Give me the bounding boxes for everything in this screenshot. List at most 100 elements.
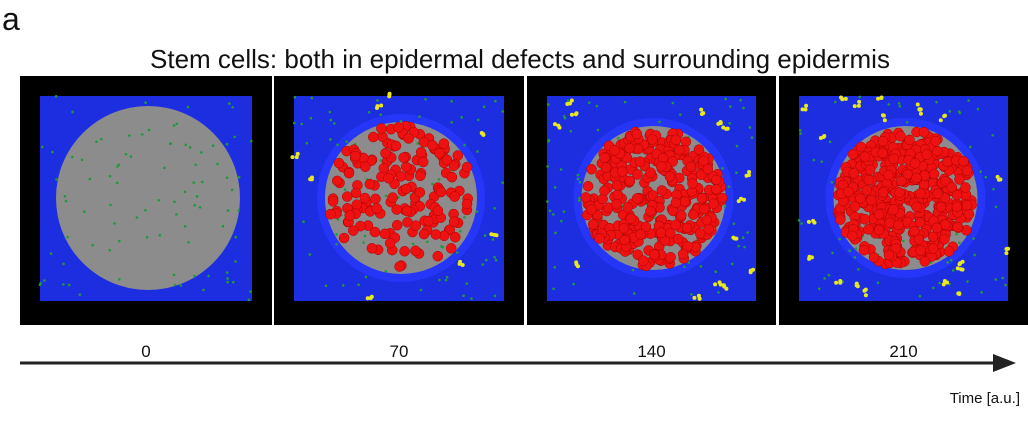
stem-cell xyxy=(647,134,658,145)
green-cell xyxy=(812,158,816,162)
stem-cell xyxy=(664,171,676,182)
stem-cell xyxy=(711,184,722,195)
stem-cell xyxy=(611,198,622,210)
stem-cell xyxy=(449,191,460,202)
green-cell xyxy=(71,110,74,114)
green-cell xyxy=(973,253,976,257)
stem-cell xyxy=(863,174,875,186)
green-cell xyxy=(95,140,98,143)
green-cell xyxy=(225,142,229,146)
yellow-cell xyxy=(881,113,886,118)
simulation-panel xyxy=(779,76,1028,325)
time-label: 140 xyxy=(637,342,665,361)
stem-cell xyxy=(960,182,971,193)
yellow-cell xyxy=(751,267,756,272)
green-cell xyxy=(341,284,345,287)
stem-cell xyxy=(391,204,402,215)
stem-cell xyxy=(410,220,422,231)
green-cell xyxy=(748,126,752,129)
green-cell xyxy=(109,203,112,207)
stem-cell xyxy=(612,189,624,200)
stem-cell xyxy=(635,229,646,240)
green-cell xyxy=(363,234,367,238)
green-cell xyxy=(124,152,128,156)
stem-cell xyxy=(698,203,710,215)
green-cell xyxy=(735,171,738,175)
stem-cell xyxy=(877,187,889,198)
green-cell xyxy=(948,110,952,113)
green-cell xyxy=(169,142,173,145)
stem-cell xyxy=(338,232,350,244)
green-cell xyxy=(559,168,563,171)
yellow-cell xyxy=(489,232,494,237)
yellow-cell xyxy=(818,135,823,140)
green-cell xyxy=(838,237,841,241)
stem-cell xyxy=(341,191,353,202)
green-cell xyxy=(225,176,229,179)
stem-cell xyxy=(631,193,643,204)
stem-cell xyxy=(835,214,846,225)
green-cell xyxy=(135,216,139,219)
green-cell xyxy=(548,209,552,213)
stem-cell xyxy=(676,210,687,221)
green-cell xyxy=(237,208,240,212)
stem-cell xyxy=(587,218,599,230)
green-cell xyxy=(905,120,909,124)
stem-cell xyxy=(858,244,870,256)
green-cell xyxy=(184,143,188,147)
yellow-cell xyxy=(387,92,392,97)
yellow-cell xyxy=(1004,251,1009,256)
green-cell xyxy=(419,288,423,292)
stem-cell xyxy=(954,174,965,185)
stem-cell xyxy=(696,192,708,204)
stem-cell xyxy=(946,181,957,193)
stem-cell xyxy=(679,196,691,207)
green-cell xyxy=(384,269,388,273)
yellow-cell xyxy=(369,294,374,299)
stem-cell xyxy=(366,243,378,254)
stem-cell xyxy=(580,192,592,203)
green-cell xyxy=(231,105,235,109)
green-cell xyxy=(416,142,420,145)
green-cell xyxy=(247,298,251,302)
green-cell xyxy=(221,224,225,228)
green-cell xyxy=(721,167,724,170)
green-cell xyxy=(43,279,46,282)
stem-cell xyxy=(438,138,450,149)
green-cell xyxy=(991,133,995,137)
yellow-cell xyxy=(941,282,946,287)
green-cell xyxy=(470,297,473,300)
green-cell xyxy=(727,185,731,188)
yellow-cell xyxy=(713,282,718,287)
green-cell xyxy=(64,199,68,203)
green-cell xyxy=(735,144,739,148)
green-cell xyxy=(569,129,573,133)
yellow-cell xyxy=(958,261,963,266)
green-cell xyxy=(577,199,581,202)
stem-cell xyxy=(394,261,405,272)
green-cell xyxy=(848,249,851,252)
yellow-cell xyxy=(295,151,300,156)
green-cell xyxy=(62,283,65,286)
stem-cell xyxy=(638,255,649,266)
stem-cell xyxy=(665,227,676,239)
green-cell xyxy=(172,124,176,127)
green-cell xyxy=(173,283,177,287)
yellow-cell xyxy=(460,262,465,267)
stem-cell xyxy=(849,201,861,212)
green-cell xyxy=(230,188,234,192)
green-cell xyxy=(78,293,82,296)
stem-cell xyxy=(873,209,885,220)
stem-cell xyxy=(914,217,926,228)
stem-cell xyxy=(347,225,359,236)
stem-cell xyxy=(859,214,871,225)
stem-cell xyxy=(379,228,391,240)
green-cell xyxy=(562,115,566,118)
green-cell xyxy=(967,99,970,102)
stem-cell xyxy=(432,205,444,216)
green-cell xyxy=(175,213,178,216)
green-cell xyxy=(163,166,166,170)
stem-cell xyxy=(369,226,381,238)
green-cell xyxy=(750,136,754,139)
green-cell xyxy=(186,105,190,109)
